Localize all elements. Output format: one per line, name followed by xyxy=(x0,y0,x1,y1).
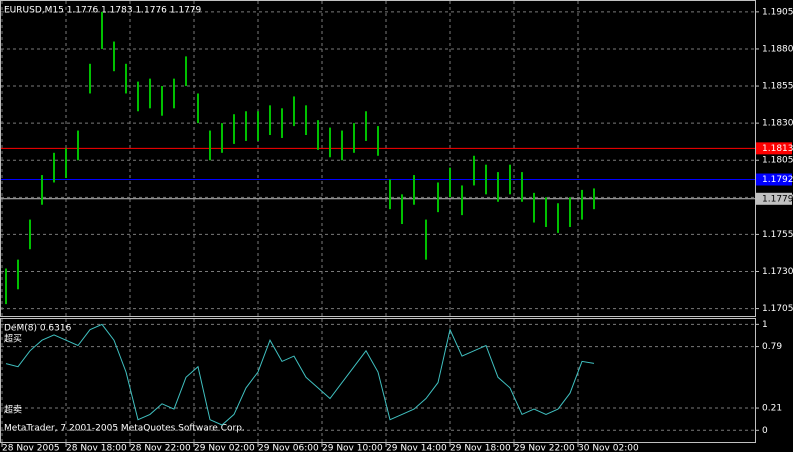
y-tick-label: 1.1855 xyxy=(762,82,793,92)
y-tick-label: 0.21 xyxy=(762,404,782,414)
y-tick-label: 1.1755 xyxy=(762,230,793,240)
y-tick-label: 1.1880 xyxy=(762,44,793,54)
y-tick-label: 1.1905 xyxy=(762,7,793,17)
y-tick-label: 1 xyxy=(762,320,768,330)
copyright: MetaTrader, 7 2001-2005 MetaQuotes Softw… xyxy=(4,424,245,434)
x-tick-label: 28 Nov 18:00 xyxy=(66,444,127,452)
price-title: EURUSD,M15 1.1776 1.1783 1.1776 1.1779 xyxy=(4,6,202,16)
overbought-label: 超买 xyxy=(4,333,22,345)
x-tick-label: 29 Nov 10:00 xyxy=(322,444,383,452)
indicator-line xyxy=(5,323,595,426)
x-tick-label: 29 Nov 22:00 xyxy=(514,444,575,452)
y-tick-label: 0.79 xyxy=(762,342,782,352)
x-tick-label: 29 Nov 06:00 xyxy=(258,444,319,452)
x-tick-label: 28 Nov 22:00 xyxy=(130,444,191,452)
x-tick-label: 30 Nov 02:00 xyxy=(578,444,639,452)
indicator-frame xyxy=(0,318,756,443)
y-tick-label: 0 xyxy=(762,426,768,436)
level-label: 1.1792 xyxy=(762,175,793,185)
y-tick-label: 1.1730 xyxy=(762,267,793,277)
x-tick-label: 28 Nov 2005 xyxy=(2,444,60,452)
x-tick-label: 29 Nov 02:00 xyxy=(194,444,255,452)
y-tick-label: 1.1705 xyxy=(762,304,793,314)
level-label-box xyxy=(756,173,792,186)
oversold-label: 超卖 xyxy=(4,404,22,416)
price-frame xyxy=(0,0,756,317)
y-tick-label: 1.1830 xyxy=(762,119,793,129)
x-tick-label: 29 Nov 14:00 xyxy=(386,444,447,452)
level-label-box xyxy=(756,192,792,205)
level-label: 1.1779 xyxy=(762,194,793,204)
indicator-title: DeM(8) 0.6316 xyxy=(4,324,72,334)
y-tick-label: 1.1805 xyxy=(762,156,793,166)
level-label: 1.1813 xyxy=(762,144,793,154)
x-tick-label: 29 Nov 18:00 xyxy=(450,444,511,452)
level-label-box xyxy=(756,142,792,155)
